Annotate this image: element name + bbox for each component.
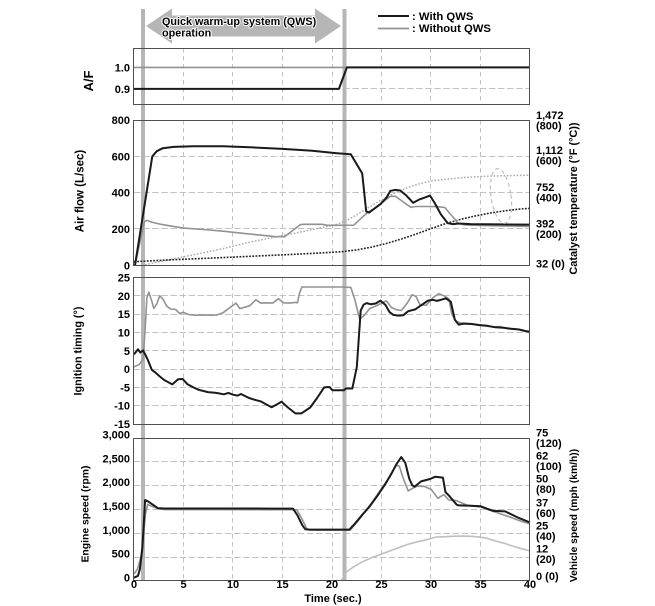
svg-text:200: 200 [112,224,130,236]
svg-text:752: 752 [536,182,554,194]
svg-text:10: 10 [227,579,239,591]
svg-text:2,000: 2,000 [102,477,130,489]
svg-text:0: 0 [124,260,130,272]
svg-text:25: 25 [536,520,548,532]
svg-text:Engine speed (rpm): Engine speed (rpm) [80,466,91,563]
svg-text:5: 5 [180,579,186,591]
svg-text:25: 25 [375,579,387,591]
svg-text:62: 62 [536,451,548,463]
svg-text:(400): (400) [536,193,562,205]
svg-text:500: 500 [112,549,130,561]
svg-text:392: 392 [536,219,554,231]
svg-text:0 (0): 0 (0) [536,571,559,583]
svg-text:-15: -15 [114,419,130,431]
svg-text:35: 35 [474,579,486,591]
svg-text:(100): (100) [536,461,562,473]
svg-text:15: 15 [118,309,130,321]
svg-text:-10: -10 [114,401,130,413]
svg-text:5: 5 [124,346,130,358]
svg-text:(80): (80) [536,484,556,496]
svg-text:: Without QWS: : Without QWS [412,23,491,35]
svg-text:3,000: 3,000 [102,430,130,442]
svg-text:32 (0): 32 (0) [536,258,565,270]
svg-text:0: 0 [124,573,130,585]
svg-text:Time (sec.): Time (sec.) [304,593,362,605]
svg-text:Ignition timing (°): Ignition timing (°) [73,306,85,395]
svg-text:37: 37 [536,498,548,510]
svg-text:600: 600 [112,151,130,163]
svg-text:50: 50 [536,473,548,485]
svg-text:operation: operation [162,28,211,40]
svg-text:20: 20 [326,579,338,591]
svg-text:30: 30 [425,579,437,591]
svg-text:(120): (120) [536,438,562,450]
svg-text:2,500: 2,500 [102,453,130,465]
svg-text:25: 25 [118,273,130,285]
svg-text:1,500: 1,500 [102,501,130,513]
svg-text:-5: -5 [120,382,130,394]
svg-text:Air flow (L/sec): Air flow (L/sec) [75,150,87,233]
svg-text:Quick warm-up system (QWS): Quick warm-up system (QWS) [162,16,317,28]
svg-text:400: 400 [112,188,130,200]
svg-text:10: 10 [118,327,130,339]
svg-text:(800): (800) [536,121,562,133]
svg-text:Vehicle speed (mph (km/h)): Vehicle speed (mph (km/h)) [569,449,580,582]
svg-text:0: 0 [124,364,130,376]
svg-text:1,112: 1,112 [536,145,563,157]
svg-text:40: 40 [524,579,536,591]
svg-text:0: 0 [131,579,137,591]
svg-text:12: 12 [536,544,548,556]
svg-text:1.0: 1.0 [115,62,130,74]
svg-text:Catalyst temperature (°F (°C)): Catalyst temperature (°F (°C)) [568,122,580,275]
svg-text:(20): (20) [536,554,556,566]
svg-text:800: 800 [112,115,130,127]
svg-text:1,472: 1,472 [536,110,564,122]
svg-text:0.9: 0.9 [115,84,130,96]
svg-text:A/F: A/F [81,70,96,91]
svg-text:: With QWS: : With QWS [412,11,474,23]
svg-text:(600): (600) [536,155,562,167]
svg-text:(60): (60) [536,508,556,520]
svg-text:75: 75 [536,427,548,439]
svg-text:15: 15 [276,579,288,591]
svg-text:20: 20 [118,291,130,303]
svg-text:(200): (200) [536,229,562,241]
svg-text:1,000: 1,000 [102,525,130,537]
svg-text:(40): (40) [536,531,556,543]
